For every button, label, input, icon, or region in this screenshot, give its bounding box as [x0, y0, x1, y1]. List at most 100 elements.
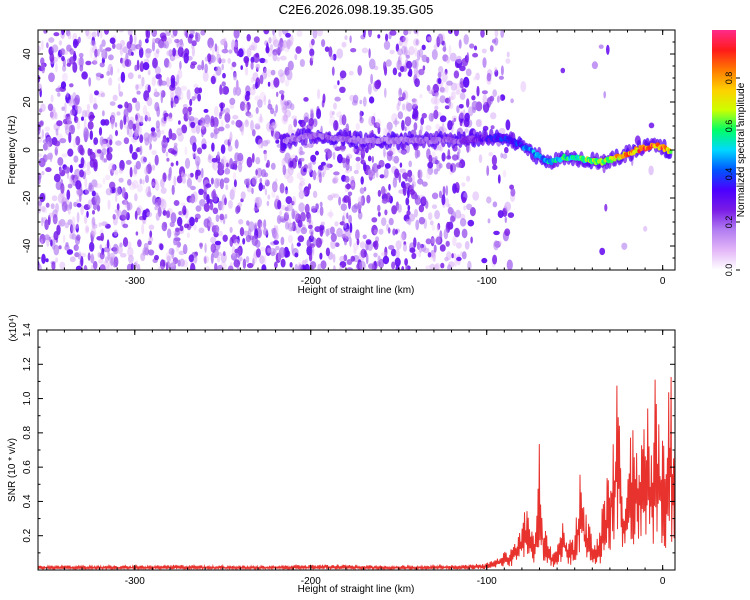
- heatmap-cell: [93, 103, 98, 110]
- heatmap-cell: [457, 148, 461, 155]
- heatmap-cell: [307, 162, 312, 169]
- heatmap-cell: [498, 75, 504, 80]
- heatmap-cell: [392, 177, 398, 188]
- heatmap-cell: [304, 187, 310, 195]
- heatmap-cell: [168, 260, 176, 267]
- heatmap-cell: [57, 92, 61, 97]
- heatmap-cell: [235, 86, 242, 96]
- heatmap-cell: [54, 146, 58, 156]
- heatmap-cell: [445, 240, 450, 247]
- snr-scale-label: (x10⁴): [8, 314, 19, 341]
- heatmap-cell: [206, 194, 210, 205]
- heatmap-cell: [188, 254, 195, 263]
- heatmap-cell: [77, 253, 82, 260]
- heatmap-cell: [258, 136, 263, 144]
- colorbar-tick-label: 0.0: [724, 264, 734, 277]
- heatmap-cell: [384, 87, 387, 98]
- heatmap-cell: [145, 38, 149, 44]
- heatmap-cell: [291, 115, 298, 120]
- heatmap-cell: [146, 247, 149, 257]
- heatmap-cell: [392, 67, 398, 76]
- heatmap-cell: [255, 248, 261, 258]
- heatmap-cell: [430, 237, 437, 244]
- heatmap-cell: [74, 104, 79, 111]
- heatmap-cell: [84, 177, 88, 189]
- heatmap-cell: [59, 261, 66, 270]
- heatmap-cell: [421, 44, 426, 51]
- heatmap-cell: [116, 111, 121, 116]
- colorbar-tick-label: 0.2: [724, 216, 734, 229]
- heatmap-cell: [45, 202, 50, 208]
- heatmap-cell: [163, 116, 167, 122]
- heatmap-cell: [112, 243, 119, 255]
- heatmap-cell: [62, 234, 66, 243]
- heatmap-cell: [184, 157, 191, 169]
- heatmap-cell: [54, 112, 58, 120]
- heatmap-cell: [297, 219, 303, 228]
- heatmap-cell: [49, 52, 55, 63]
- heatmap-cell: [444, 256, 449, 262]
- heatmap-cell: [100, 232, 105, 242]
- heatmap-cell: [246, 101, 250, 113]
- heatmap-cell: [229, 158, 234, 170]
- heatmap-cell: [309, 57, 314, 66]
- heatmap-cell: [49, 111, 54, 118]
- heatmap-cell: [64, 222, 70, 229]
- heatmap-cell: [377, 34, 381, 39]
- heatmap-cell: [175, 86, 182, 98]
- heatmap-cell: [96, 149, 102, 154]
- heatmap-cell: [118, 177, 124, 183]
- heatmap-cell: [59, 167, 62, 173]
- heatmap-cell: [165, 151, 169, 157]
- heatmap-cell: [240, 191, 246, 200]
- heatmap-cell: [334, 96, 341, 102]
- heatmap-cell: [395, 240, 402, 250]
- heatmap-cell: [163, 58, 170, 68]
- heatmap-cell: [52, 214, 58, 225]
- heatmap-cell: [430, 96, 438, 105]
- heatmap-cell: [398, 72, 402, 77]
- heatmap-cell: [453, 227, 460, 238]
- heatmap-cell: [388, 183, 391, 191]
- heatmap-cell: [446, 155, 452, 160]
- heatmap-cell: [169, 221, 175, 228]
- heatmap-cell: [228, 200, 233, 209]
- heatmap-cell: [454, 82, 462, 91]
- heatmap-cell: [197, 93, 202, 102]
- heatmap-cell: [407, 169, 413, 178]
- heatmap-cell: [140, 252, 146, 262]
- heatmap-cell: [359, 260, 366, 270]
- heatmap-cell: [51, 44, 59, 53]
- heatmap-cell: [493, 37, 499, 46]
- heatmap-cell: [240, 65, 243, 70]
- heatmap-cell: [216, 151, 220, 159]
- heatmap-cell: [166, 157, 170, 162]
- heatmap-cell: [507, 212, 515, 219]
- heatmap-cell: [198, 227, 205, 234]
- heatmap-cell: [139, 134, 144, 144]
- heatmap-cell: [99, 251, 105, 260]
- heatmap-cell: [76, 212, 80, 223]
- heatmap-cell: [38, 135, 43, 143]
- heatmap-cell: [148, 249, 155, 256]
- heatmap-cell: [257, 170, 261, 179]
- heatmap-cell: [81, 110, 87, 118]
- heatmap-cell: [286, 39, 291, 50]
- heatmap-cell: [172, 257, 178, 265]
- heatmap-cell: [117, 245, 123, 255]
- heatmap-cell: [398, 96, 405, 102]
- heatmap-cell: [377, 255, 381, 262]
- heatmap-cell: [349, 175, 355, 187]
- heatmap-cell: [101, 92, 106, 98]
- heatmap-cell: [272, 51, 278, 62]
- heatmap-cell: [38, 74, 41, 83]
- heatmap-cell: [55, 128, 59, 136]
- heatmap-cell: [90, 40, 97, 47]
- heatmap-cell: [207, 37, 214, 49]
- heatmap-cell: [93, 182, 98, 188]
- heatmap-cell: [228, 136, 232, 143]
- heatmap-cell: [315, 150, 319, 156]
- heatmap-cell: [154, 198, 162, 208]
- heatmap-cell: [325, 162, 331, 171]
- heatmap-cell: [111, 119, 114, 130]
